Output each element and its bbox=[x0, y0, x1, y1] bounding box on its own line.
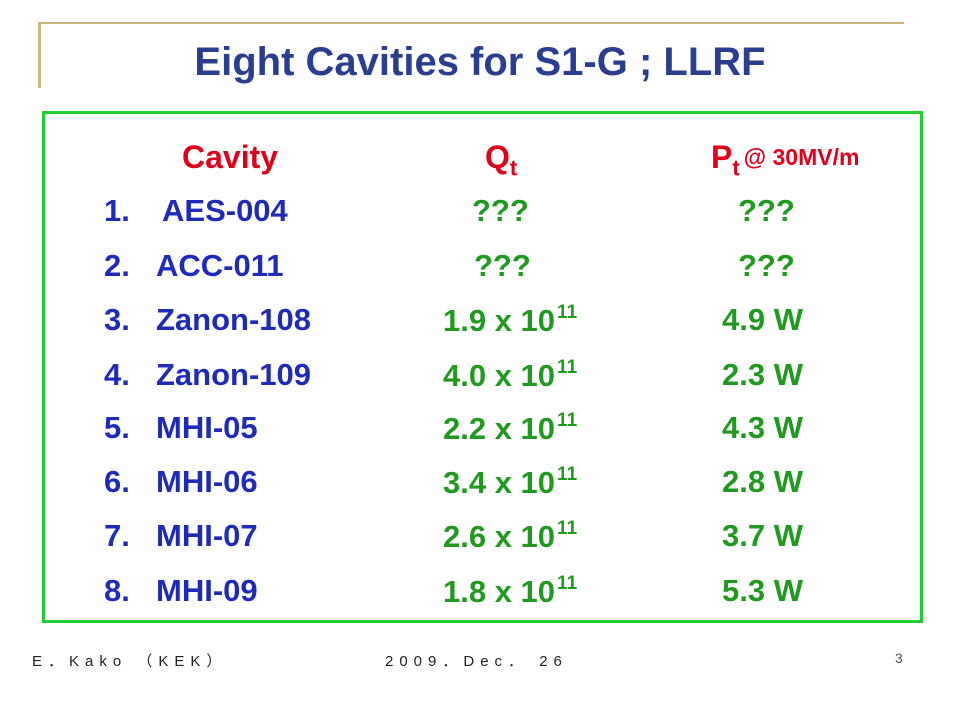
qt-exponent: 11 bbox=[557, 464, 578, 485]
page-number: 3 bbox=[895, 650, 903, 666]
row-number: 8. bbox=[104, 573, 130, 608]
accent-line-vertical bbox=[38, 22, 41, 88]
cavity-name: Zanon-109 bbox=[156, 357, 312, 392]
qt-exponent: 11 bbox=[557, 573, 578, 594]
qt-mantissa: 4.0 x 10 bbox=[443, 358, 556, 393]
qt-mantissa: 1.9 x 10 bbox=[443, 303, 556, 338]
qt-value: 2.2 x 10 11 bbox=[443, 410, 577, 447]
content-panel bbox=[42, 111, 923, 623]
qt-value: ??? bbox=[472, 193, 529, 229]
qt-exponent: 11 bbox=[557, 518, 578, 539]
header-pt-condition: @ 30MV/m bbox=[743, 144, 860, 170]
qt-mantissa: 2.2 x 10 bbox=[443, 411, 556, 446]
pt-value: ??? bbox=[738, 193, 795, 228]
row-number: 3. bbox=[104, 302, 130, 337]
qt-value: 1.9 x 10 11 bbox=[443, 302, 577, 339]
pt-value: 5.3 W bbox=[722, 573, 803, 608]
row-number: 5. bbox=[104, 410, 130, 445]
qt-unknown: ??? bbox=[474, 248, 531, 283]
accent-line-horizontal bbox=[38, 22, 904, 24]
qt-exponent: 11 bbox=[557, 410, 578, 431]
header-pt-subscript: t bbox=[732, 155, 740, 181]
slide-title: Eight Cavities for S1-G ; LLRF bbox=[194, 40, 766, 84]
qt-unknown: ??? bbox=[472, 193, 529, 228]
footer-author: E．Kako （KEK） bbox=[32, 653, 228, 670]
cavity-name: ACC-011 bbox=[156, 248, 284, 283]
footer-date: 2009．Dec． 26 bbox=[385, 653, 568, 670]
header-qt: Qt bbox=[485, 139, 517, 181]
qt-exponent: 11 bbox=[557, 357, 578, 378]
qt-mantissa: 1.8 x 10 bbox=[443, 574, 556, 609]
qt-value: 2.6 x 10 11 bbox=[443, 518, 577, 555]
qt-exponent: 11 bbox=[557, 302, 578, 323]
qt-value: ??? bbox=[474, 248, 531, 284]
pt-value: 2.8 W bbox=[722, 464, 803, 499]
header-cavity: Cavity bbox=[182, 139, 279, 175]
cavity-name: AES-004 bbox=[162, 193, 288, 228]
cavity-name: MHI-07 bbox=[156, 518, 258, 553]
header-pt: Pt @ 30MV/m bbox=[711, 139, 859, 181]
pt-value: 4.3 W bbox=[722, 410, 803, 445]
row-number: 6. bbox=[104, 464, 130, 499]
qt-value: 3.4 x 10 11 bbox=[443, 464, 577, 501]
qt-mantissa: 3.4 x 10 bbox=[443, 465, 556, 500]
pt-value: 3.7 W bbox=[722, 518, 803, 553]
cavity-name: MHI-06 bbox=[156, 464, 258, 499]
pt-value: 4.9 W bbox=[722, 302, 803, 337]
pt-value: ??? bbox=[738, 248, 795, 283]
header-qt-subscript: t bbox=[509, 155, 518, 181]
header-qt-symbol: Q bbox=[485, 139, 510, 175]
row-number: 7. bbox=[104, 518, 130, 553]
qt-value: 4.0 x 10 11 bbox=[443, 357, 577, 394]
cavity-name: Zanon-108 bbox=[156, 302, 312, 337]
cavity-name: MHI-05 bbox=[156, 410, 258, 445]
qt-value: 1.8 x 10 11 bbox=[443, 573, 577, 610]
row-number: 2. bbox=[104, 248, 130, 283]
cavity-name: MHI-09 bbox=[156, 573, 258, 608]
pt-value: 2.3 W bbox=[722, 357, 803, 392]
row-number: 1. bbox=[104, 193, 130, 228]
header-pt-symbol: P bbox=[711, 139, 733, 175]
row-number: 4. bbox=[104, 357, 130, 392]
qt-mantissa: 2.6 x 10 bbox=[443, 519, 556, 554]
